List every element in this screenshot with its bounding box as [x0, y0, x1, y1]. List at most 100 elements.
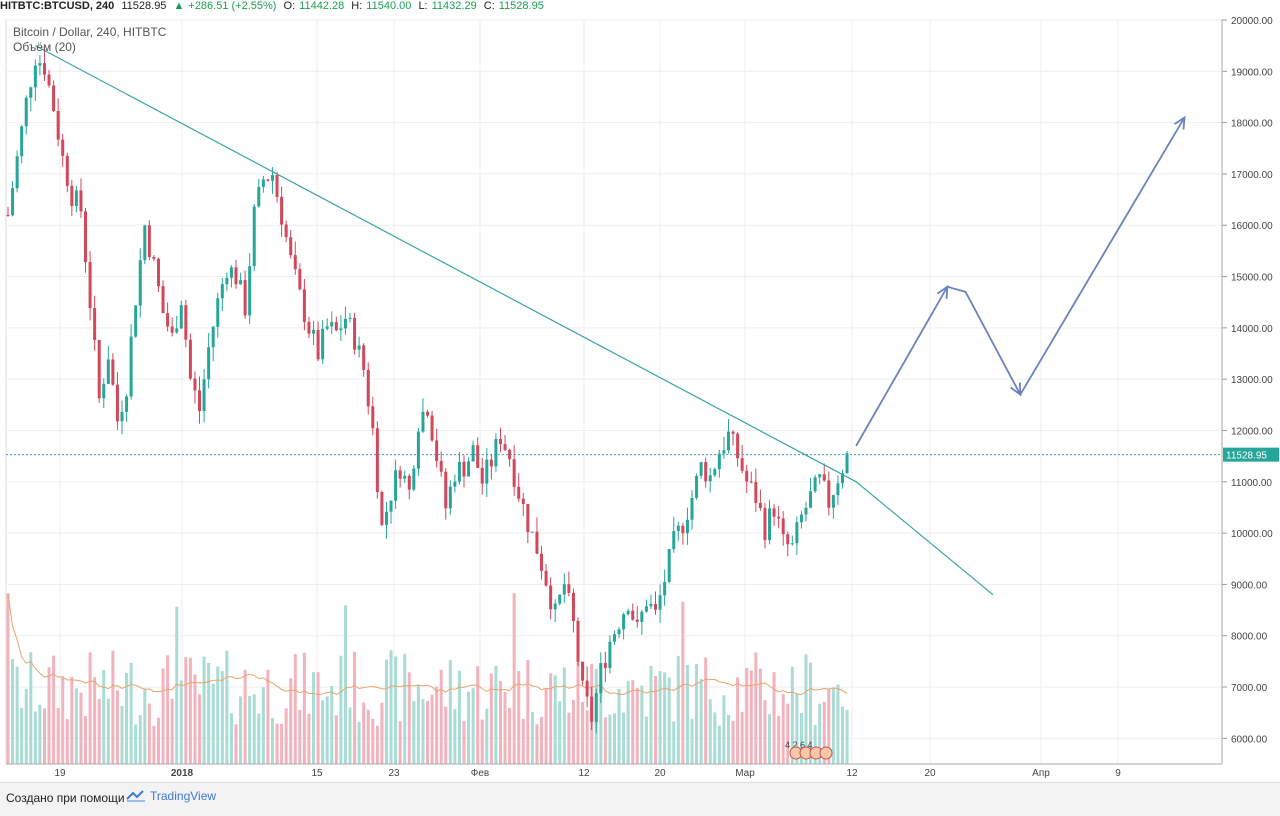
- candle-body: [585, 680, 589, 697]
- volume-bar: [740, 711, 744, 764]
- candle-body: [394, 470, 398, 501]
- volume-bar: [626, 681, 630, 764]
- volume-bar: [111, 650, 115, 764]
- tradingview-link[interactable]: TradingView: [126, 789, 216, 803]
- volume-bar: [804, 654, 808, 764]
- volume-bar: [143, 688, 147, 764]
- candle-body: [567, 584, 571, 593]
- volume-bar: [366, 709, 370, 764]
- footer: Создано при помощи TradingView: [0, 782, 1280, 816]
- symbol-header: HITBTC:BTCUSD, 240 11528.95 ▲ +286.51 (+2…: [0, 0, 1280, 12]
- events-badge[interactable]: 4 2 6 4: [785, 740, 833, 760]
- volume-bar: [845, 709, 849, 764]
- candle-body: [52, 85, 56, 112]
- candle-body: [740, 458, 744, 471]
- volume-bar: [330, 685, 334, 764]
- volume-bar: [161, 668, 165, 764]
- candle-body: [407, 475, 411, 490]
- volume-bar: [407, 672, 411, 764]
- candle-body: [471, 445, 475, 462]
- volume-bar: [198, 694, 202, 764]
- volume-bar: [348, 707, 352, 764]
- candle-body: [435, 440, 439, 461]
- candle-body: [521, 498, 525, 505]
- volume-bar: [781, 694, 785, 764]
- volume-legend[interactable]: Объём (20): [13, 40, 76, 54]
- candle-body: [97, 340, 101, 399]
- volume-bar: [704, 657, 708, 764]
- candle-body: [316, 329, 320, 360]
- candle-body: [371, 406, 375, 429]
- volume-bar: [471, 688, 475, 764]
- chart-grid: [5, 19, 1223, 765]
- candle-body: [603, 663, 607, 668]
- current-price-tag: [1223, 447, 1279, 462]
- candle-body: [384, 511, 388, 525]
- candle-body: [795, 522, 799, 544]
- y-tick-label: 9000.00: [1231, 580, 1268, 591]
- volume-bar: [795, 693, 799, 764]
- candle-body: [220, 284, 224, 299]
- volume-bar: [649, 666, 653, 764]
- volume-bar: [134, 724, 138, 764]
- candle-body: [581, 661, 585, 681]
- volume-bar: [749, 670, 753, 764]
- y-tick-label: 14000.00: [1231, 324, 1273, 335]
- candle-body: [184, 305, 188, 340]
- candle-body: [467, 461, 471, 477]
- chart-legend-title[interactable]: Bitcoin / Dollar, 240, HITBTC: [13, 25, 167, 39]
- volume-bar: [302, 652, 306, 764]
- candle-body: [47, 74, 51, 86]
- volume-bar: [836, 684, 840, 764]
- candle-body: [754, 481, 758, 503]
- candle-body: [248, 266, 252, 316]
- candle-body: [252, 206, 256, 267]
- candle-body: [489, 459, 493, 467]
- volume-bar: [831, 688, 835, 764]
- y-tick-label: 15000.00: [1231, 273, 1273, 284]
- candle-body: [558, 594, 562, 604]
- volume-bar: [603, 717, 607, 764]
- x-tick-label: 20: [654, 768, 666, 779]
- symbol-label[interactable]: HITBTC:BTCUSD, 240: [0, 0, 115, 12]
- volume-bar: [713, 712, 717, 764]
- volume-bar: [170, 698, 174, 764]
- candle-body: [426, 411, 430, 416]
- volume-bar: [270, 718, 274, 764]
- open-value: 11442.28: [299, 0, 345, 12]
- volume-bar: [362, 702, 366, 764]
- volume-bar: [147, 703, 151, 764]
- volume-bar: [699, 678, 703, 764]
- candle-body: [699, 462, 703, 476]
- price-chart[interactable]: 11528.95 20000.00 19000.00 18000.00 17000.0…: [0, 12, 1280, 782]
- candle-body: [763, 508, 767, 541]
- candle-body: [590, 696, 594, 722]
- volume-bar: [685, 665, 689, 764]
- candle-body: [617, 629, 621, 635]
- volume-bar: [786, 703, 790, 764]
- candle-body: [115, 384, 119, 422]
- volume-bar: [799, 712, 803, 764]
- candle-body: [120, 411, 124, 422]
- volume-bar: [439, 669, 443, 764]
- volume-bar: [467, 691, 471, 764]
- projection-arrow-head-up: [936, 285, 949, 299]
- x-tick-label: 2018: [171, 768, 194, 779]
- candle-body: [29, 87, 33, 98]
- candle-body: [74, 190, 78, 207]
- candle-body: [334, 322, 338, 331]
- candle-body: [380, 492, 384, 525]
- candle-body: [508, 449, 512, 460]
- y-tick-label: 8000.00: [1231, 632, 1268, 643]
- volume-bar: [658, 671, 662, 764]
- volume-bar: [777, 715, 781, 764]
- open-label: O:: [283, 0, 296, 12]
- drawing-overlays[interactable]: 11528.95: [6, 45, 1279, 596]
- candle-body: [649, 603, 653, 607]
- close-label: C:: [483, 0, 495, 12]
- candle-body: [234, 267, 238, 285]
- volume-bar: [476, 666, 480, 764]
- volume-bar: [672, 721, 676, 764]
- candle-body: [166, 313, 170, 327]
- candle-body: [476, 445, 480, 468]
